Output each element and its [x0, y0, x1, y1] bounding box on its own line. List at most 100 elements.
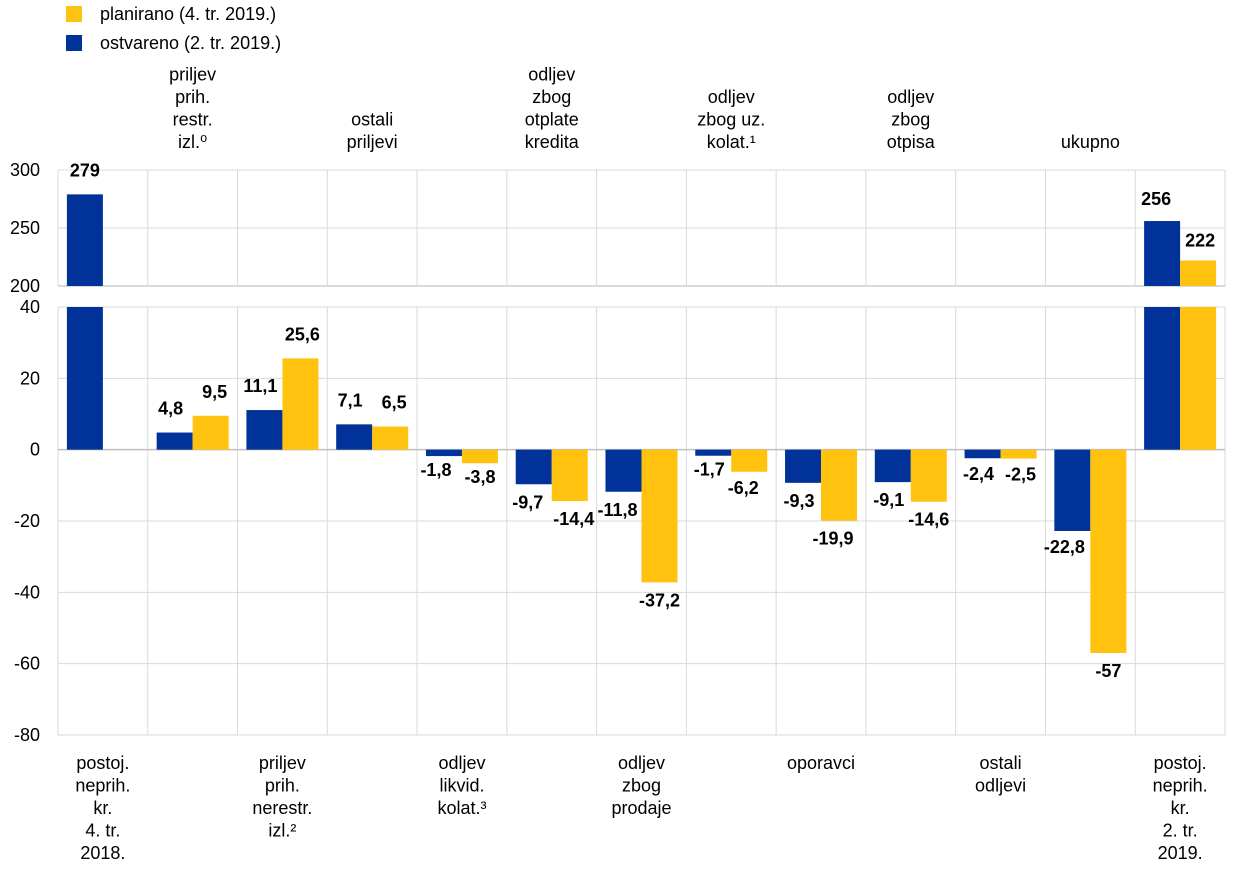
- category-label: neprih.: [75, 776, 130, 796]
- legend-planned-swatch: [66, 6, 82, 22]
- data-label-actual: 4,8: [158, 399, 183, 419]
- data-label-planned: -57: [1095, 661, 1121, 681]
- bar-actual: [156, 432, 193, 450]
- legend-planned-label: planirano (4. tr. 2019.): [100, 4, 277, 24]
- category-label: odljev: [618, 753, 665, 773]
- category-label: postoj.: [76, 753, 129, 773]
- bar-planned: [1000, 449, 1037, 459]
- data-label-actual: -9,1: [873, 490, 904, 510]
- data-label-planned: 222: [1185, 230, 1215, 250]
- data-label-actual: 11,1: [243, 376, 277, 396]
- data-label-planned: -14,6: [908, 510, 949, 530]
- category-label: prodaje: [611, 798, 671, 818]
- data-label-planned: -19,9: [813, 529, 854, 549]
- bar-actual: [246, 410, 283, 450]
- data-label-actual: -9,7: [512, 492, 543, 512]
- category-label: nerestr.: [252, 798, 312, 818]
- category-label: odljev: [528, 65, 575, 85]
- category-label: postoj.: [1154, 753, 1207, 773]
- bar-actual: [695, 449, 732, 456]
- category-label: 2018.: [80, 843, 125, 863]
- category-label: zbog uz.: [697, 110, 765, 130]
- data-label-actual: -11,8: [597, 500, 637, 520]
- category-label: odljev: [887, 87, 934, 107]
- data-label-planned: -3,8: [464, 467, 495, 487]
- category-label: zbog: [891, 110, 930, 130]
- bar-actual: [515, 449, 552, 485]
- upper-y-tick-label: 200: [10, 276, 40, 296]
- lower-y-tick-label: 20: [20, 368, 40, 388]
- bar-planned: [641, 449, 678, 583]
- bar-actual: [874, 449, 911, 483]
- category-label: neprih.: [1153, 776, 1208, 796]
- category-label: likvid.: [439, 776, 484, 796]
- bar-planned: [551, 449, 588, 502]
- data-label-planned: 9,5: [202, 382, 227, 402]
- lower-y-tick-label: 0: [30, 440, 40, 460]
- bar-planned-lower: [1180, 307, 1217, 450]
- category-label: ostali: [351, 110, 393, 130]
- bar-planned: [1090, 449, 1127, 653]
- category-label: odljevi: [975, 776, 1026, 796]
- category-label: izl.⁰: [178, 132, 207, 152]
- data-label-planned: -14,4: [553, 509, 594, 529]
- category-label: odljev: [438, 753, 485, 773]
- category-label: odljev: [708, 87, 755, 107]
- data-label-planned: -6,2: [728, 478, 759, 498]
- legend-actual-label: ostvareno (2. tr. 2019.): [100, 33, 282, 53]
- category-label: prih.: [175, 87, 210, 107]
- lower-y-tick-label: -60: [14, 654, 40, 674]
- bar-planned: [731, 449, 768, 472]
- upper-y-tick-label: 300: [10, 160, 40, 180]
- category-label: ostali: [980, 753, 1022, 773]
- bar-planned: [461, 449, 498, 464]
- lower-y-tick-label: 40: [20, 297, 40, 317]
- bar-planned: [192, 415, 229, 450]
- category-label: ukupno: [1061, 132, 1120, 152]
- data-label-actual: 256: [1141, 189, 1171, 209]
- upper-y-tick-label: 250: [10, 218, 40, 238]
- category-label: priljev: [169, 65, 216, 85]
- lower-y-tick-label: -20: [14, 511, 40, 531]
- bar-actual-upper: [1144, 221, 1181, 286]
- bar-actual-lower: [66, 307, 103, 450]
- bar-actual: [964, 449, 1001, 459]
- data-label-actual: -9,3: [784, 491, 815, 511]
- data-label-actual: -2,4: [963, 464, 994, 484]
- category-label: zbog: [622, 776, 661, 796]
- legend-actual-swatch: [66, 35, 82, 51]
- bar-planned: [372, 426, 409, 450]
- bar-planned: [282, 358, 319, 450]
- category-label: 2019.: [1158, 843, 1203, 863]
- lower-y-tick-label: -80: [14, 725, 40, 745]
- category-label: restr.: [173, 110, 213, 130]
- data-label-actual: -22,8: [1044, 537, 1085, 557]
- bar-actual: [785, 449, 822, 483]
- category-label: otplate: [525, 110, 579, 130]
- category-label: kr.: [93, 798, 112, 818]
- category-label: priljev: [259, 753, 306, 773]
- bar-actual: [1054, 449, 1091, 531]
- category-label: otpisa: [887, 132, 936, 152]
- category-label: kr.: [1171, 798, 1190, 818]
- bar-actual: [425, 449, 462, 457]
- category-label: 4. tr.: [85, 821, 120, 841]
- category-label: zbog: [532, 87, 571, 107]
- data-label-planned: 6,5: [382, 392, 407, 412]
- legend-planned: planirano (4. tr. 2019.): [66, 4, 276, 25]
- bar-actual-lower: [1144, 307, 1181, 450]
- category-label: prih.: [265, 776, 300, 796]
- category-label: kolat.¹: [707, 132, 756, 152]
- bar-actual-upper: [66, 194, 103, 286]
- bar-planned-upper: [1180, 260, 1217, 286]
- data-label-actual: -1,8: [420, 460, 451, 480]
- category-label: kolat.³: [437, 798, 486, 818]
- bar-planned: [821, 449, 858, 521]
- bar-actual: [336, 424, 373, 450]
- legend-actual: ostvareno (2. tr. 2019.): [66, 33, 281, 54]
- category-label: 2. tr.: [1163, 821, 1198, 841]
- data-label-planned: -2,5: [1005, 465, 1036, 485]
- category-label: priljevi: [347, 132, 398, 152]
- data-label-planned: 25,6: [285, 324, 320, 344]
